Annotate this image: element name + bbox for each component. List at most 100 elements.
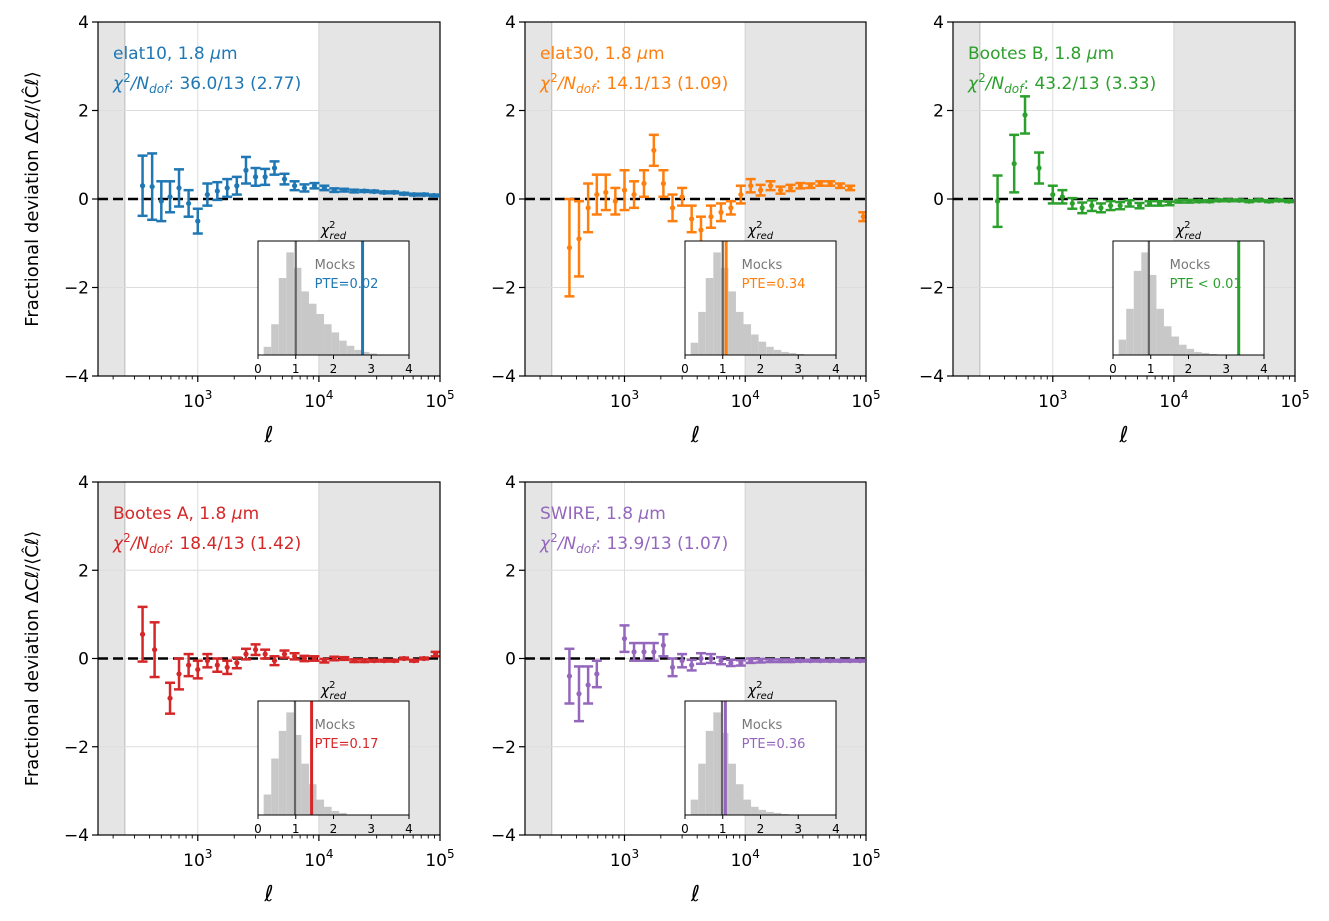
data-marker	[1022, 112, 1028, 118]
data-point	[629, 180, 640, 210]
histogram-bar	[788, 352, 797, 355]
data-marker	[1276, 197, 1282, 203]
data-marker	[401, 191, 407, 197]
histogram-bar	[263, 346, 272, 355]
data-point	[379, 658, 390, 664]
data-point	[369, 188, 380, 195]
data-marker	[1166, 200, 1173, 207]
data-marker	[807, 183, 813, 189]
data-marker	[787, 185, 794, 191]
data-marker	[566, 673, 573, 679]
data-point	[1244, 198, 1255, 204]
data-point	[269, 160, 280, 176]
data-marker	[224, 664, 230, 670]
y-tick-label: −4	[491, 826, 516, 846]
data-marker	[341, 187, 347, 193]
data-point	[775, 185, 786, 195]
histogram-bar	[339, 340, 347, 355]
data-point	[638, 641, 649, 662]
histogram-bar	[1163, 326, 1172, 355]
data-point	[430, 650, 440, 658]
data-marker	[234, 183, 240, 189]
histogram-bar	[1156, 308, 1164, 355]
histogram-bar	[316, 313, 325, 355]
y-tick-label: −2	[491, 738, 516, 758]
data-marker	[585, 205, 591, 211]
data-point	[795, 658, 806, 664]
histogram-bar	[324, 806, 332, 815]
data-point	[192, 659, 203, 680]
data-series	[137, 605, 440, 715]
legend-title: SWIRE, 1.8 μm	[540, 504, 666, 524]
data-point	[289, 651, 300, 661]
histogram-bar	[1186, 348, 1195, 355]
inset-title: χ2 red	[747, 220, 774, 242]
data-marker	[767, 183, 774, 189]
inset-x-tick-label: 2	[330, 822, 338, 836]
histogram-bar	[263, 794, 272, 815]
data-point	[231, 656, 242, 670]
data-marker	[669, 664, 676, 670]
y-tick-label: 4	[505, 13, 516, 33]
data-marker	[411, 191, 417, 198]
y-tick-label: −2	[491, 279, 516, 299]
data-marker	[1156, 200, 1163, 207]
data-point	[1174, 198, 1185, 204]
data-point	[212, 657, 223, 673]
histogram-bar	[743, 324, 752, 355]
data-marker	[585, 682, 591, 688]
data-marker	[698, 227, 704, 233]
data-point	[349, 188, 360, 194]
x-tick-label: 105	[425, 847, 454, 871]
data-marker	[631, 191, 637, 198]
data-point	[419, 191, 430, 198]
data-point	[240, 155, 251, 185]
x-axis-label: ℓ	[263, 882, 273, 907]
data-marker	[612, 198, 618, 204]
data-marker	[301, 185, 308, 191]
y-tick-label: −2	[919, 279, 944, 299]
histogram-bar	[773, 812, 782, 815]
data-marker	[1206, 198, 1212, 204]
inset-x-tick-label: 1	[292, 822, 300, 836]
data-point	[815, 658, 826, 664]
data-point	[638, 168, 649, 199]
inset-pte-label: PTE=0.17	[315, 737, 379, 752]
histogram-bar	[271, 324, 279, 355]
data-point	[212, 180, 223, 202]
data-marker	[321, 658, 327, 664]
data-point	[1224, 197, 1235, 203]
data-marker	[994, 198, 1001, 204]
data-marker	[1236, 197, 1242, 203]
data-marker	[361, 658, 367, 664]
data-point	[260, 167, 271, 187]
data-marker	[152, 647, 158, 653]
data-point	[1020, 95, 1031, 135]
data-marker	[224, 185, 230, 191]
x-tick-label: 105	[851, 847, 880, 871]
data-marker	[847, 658, 853, 664]
data-marker	[176, 671, 182, 677]
data-marker	[252, 174, 259, 180]
inset-x-tick-label: 3	[1222, 362, 1230, 376]
data-point	[1254, 197, 1265, 203]
histogram-bar	[346, 345, 355, 355]
x-tick-label: 103	[610, 388, 639, 412]
data-marker	[243, 167, 249, 173]
data-marker	[1036, 165, 1042, 171]
legend-stat: χ2/Ndof: 13.9/13 (1.07)	[539, 531, 728, 556]
data-marker	[262, 174, 268, 180]
histogram-bar	[698, 763, 706, 815]
histogram-bar	[758, 809, 767, 815]
data-point	[725, 199, 736, 216]
data-marker	[679, 658, 685, 664]
histogram-bar	[713, 712, 721, 815]
histogram-bar	[354, 349, 362, 355]
data-point	[667, 193, 678, 223]
data-marker	[361, 188, 367, 194]
data-marker	[641, 649, 647, 655]
data-point	[409, 191, 420, 198]
